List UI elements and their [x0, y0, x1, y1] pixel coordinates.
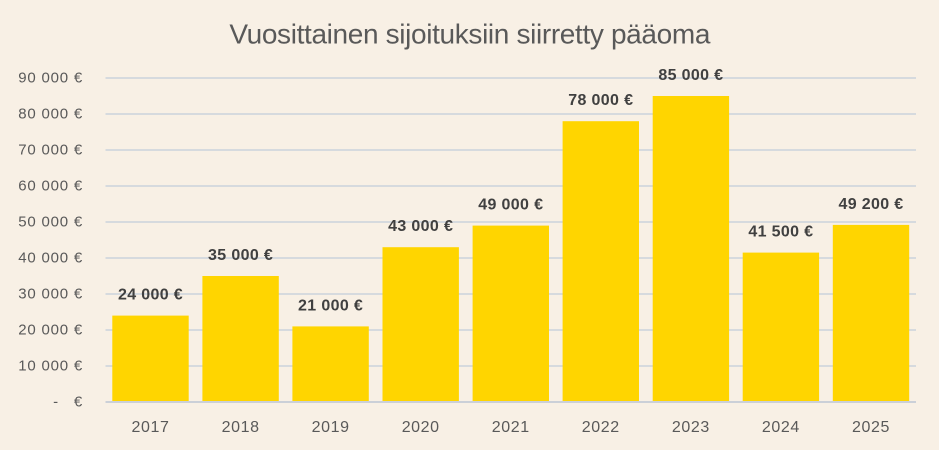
svg-text:41 500 €: 41 500 €	[748, 224, 813, 241]
svg-text:- €: - €	[53, 394, 83, 411]
svg-text:90 000 €: 90 000 €	[18, 70, 83, 87]
svg-text:80 000 €: 80 000 €	[18, 106, 83, 123]
svg-text:43 000 €: 43 000 €	[388, 218, 453, 235]
svg-text:50 000 €: 50 000 €	[18, 214, 83, 231]
svg-text:2019: 2019	[312, 419, 350, 436]
svg-text:21 000 €: 21 000 €	[298, 297, 363, 314]
svg-text:30 000 €: 30 000 €	[18, 286, 83, 303]
svg-text:24 000 €: 24 000 €	[118, 287, 183, 304]
svg-text:78 000 €: 78 000 €	[568, 92, 633, 109]
svg-text:35 000 €: 35 000 €	[208, 247, 273, 264]
svg-text:2024: 2024	[762, 419, 800, 436]
svg-text:2018: 2018	[222, 419, 260, 436]
svg-text:2017: 2017	[132, 419, 170, 436]
svg-text:60 000 €: 60 000 €	[18, 178, 83, 195]
svg-text:20 000 €: 20 000 €	[18, 322, 83, 339]
svg-text:2022: 2022	[582, 419, 620, 436]
svg-text:Vuosittainen sijoituksiin siir: Vuosittainen sijoituksiin siirretty pääo…	[229, 19, 710, 50]
svg-text:2023: 2023	[672, 419, 710, 436]
svg-text:40 000 €: 40 000 €	[18, 250, 83, 267]
svg-text:85 000 €: 85 000 €	[658, 67, 723, 84]
svg-text:2020: 2020	[402, 419, 440, 436]
svg-text:49 200 €: 49 200 €	[838, 196, 903, 213]
svg-text:2025: 2025	[852, 419, 890, 436]
svg-text:2021: 2021	[492, 419, 530, 436]
svg-text:70 000 €: 70 000 €	[18, 142, 83, 159]
svg-text:49 000 €: 49 000 €	[478, 197, 543, 214]
svg-text:10 000 €: 10 000 €	[18, 358, 83, 375]
